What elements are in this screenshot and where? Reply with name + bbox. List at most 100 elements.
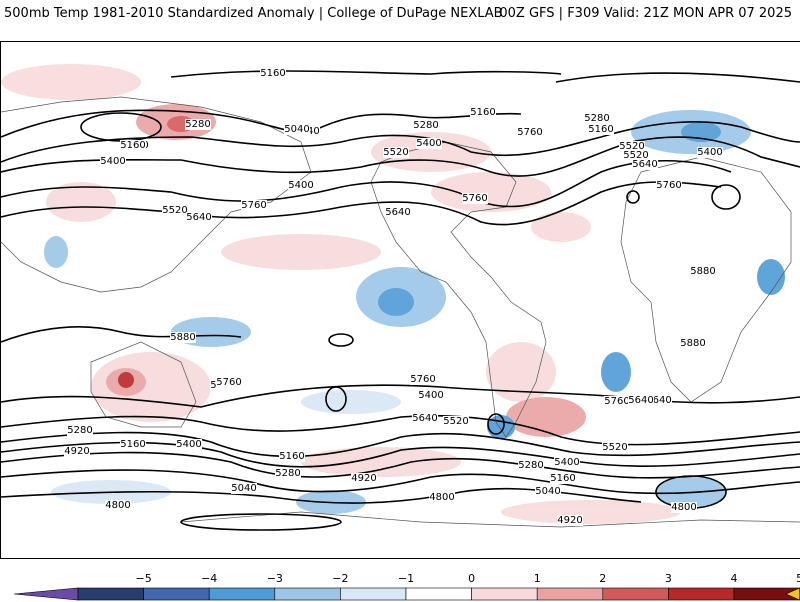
contour-label-bg <box>64 446 90 457</box>
contour-label-bg <box>120 140 146 151</box>
colorbar-tick-label: −4 <box>201 572 218 585</box>
contour-label: 5400 <box>418 390 443 401</box>
contour-label-bg <box>105 500 131 511</box>
colorbar: −5 −4 −3 −2 −1 0 1 2 3 4 5 <box>0 572 800 601</box>
contour-label: 5160 <box>260 68 285 79</box>
contour-label-bg <box>416 138 442 149</box>
contour-label: 5640 <box>385 207 410 218</box>
contour-label-bg <box>385 207 411 218</box>
colorbar-tick-label: −2 <box>332 572 349 585</box>
contour-label-bg <box>67 425 93 436</box>
contour-label-bg <box>185 119 211 130</box>
colorbar-tick-label: 2 <box>599 572 607 585</box>
contour-label: 5400 <box>100 156 125 167</box>
contour-label-bg <box>557 515 583 526</box>
contour-label-bg <box>284 124 310 135</box>
contour-label: 5640 <box>646 395 671 406</box>
contour-label: 5280 <box>275 468 300 479</box>
contour-label-bg <box>443 416 469 427</box>
contour-label-bg <box>554 457 580 468</box>
contour-label: 5760 <box>410 374 435 385</box>
contour-label-bg <box>241 200 267 211</box>
contour-label-bg <box>623 150 649 161</box>
contour-label-bg <box>697 147 723 158</box>
contour-label-bg <box>602 442 628 453</box>
contour-label: 5880 <box>170 332 195 343</box>
colorbar-segment <box>208 587 276 601</box>
colorbar-segment <box>340 587 407 601</box>
contour-label: 4920 <box>351 473 376 484</box>
contour-label: 5760 <box>604 396 629 407</box>
colorbar-tick-label: 0 <box>468 572 476 585</box>
contour-label-bg <box>680 338 706 349</box>
colorbar-segment <box>274 587 341 601</box>
contour-label: 5400 <box>697 147 722 158</box>
colorbar-tick-label: 1 <box>533 572 541 585</box>
contour-label-bg <box>550 473 576 484</box>
contour-label-bg <box>413 120 439 131</box>
contour-label: 5160 <box>120 439 145 450</box>
colorbar-segment <box>536 587 604 601</box>
colorbar-segment <box>471 587 538 601</box>
contour-label: 5760 <box>216 377 241 388</box>
contour-label: 5640 <box>412 413 437 424</box>
contour-label: 5760 <box>517 127 542 138</box>
header: 500mb Temp 1981-2010 Standardized Anomal… <box>0 0 800 30</box>
contour-label-bg <box>632 159 658 170</box>
contour-label: 5040 <box>284 124 309 135</box>
contour-label: 4800 <box>671 502 696 513</box>
contour-label: 5760 <box>462 193 487 204</box>
contour-label-bg <box>288 180 314 191</box>
contour-label-bg <box>279 451 305 462</box>
contour-label: 5760 <box>656 180 681 191</box>
contour-label: 5400 <box>176 439 201 450</box>
colorbar-tick-label: −1 <box>397 572 415 585</box>
colorbar-segment <box>602 587 669 601</box>
contour-label-bg <box>410 374 436 385</box>
contour-label-bg <box>517 127 543 138</box>
colorbar-segment <box>77 587 144 601</box>
contour-label-bg <box>162 205 188 216</box>
contour-label-bg <box>120 439 146 450</box>
map-title: 500mb Temp 1981-2010 Standardized Anomal… <box>4 6 503 21</box>
contour-label-bg <box>535 486 561 497</box>
contour-label: 5160 <box>279 451 304 462</box>
contour-label: 5400 <box>416 138 441 149</box>
contour-label: 5640 <box>632 159 657 170</box>
colorbar-tick-label: −5 <box>135 572 152 585</box>
colorbar-segment <box>405 587 472 601</box>
contour-label: 4800 <box>429 492 454 503</box>
contour-label-bg <box>604 396 630 407</box>
contour-label: 5520 <box>383 147 408 158</box>
contour-label-bg <box>170 332 196 343</box>
contour-label-bg <box>518 460 544 471</box>
contour-label-bg <box>588 124 614 135</box>
contour-label-bg <box>470 107 496 118</box>
contour-label-bg <box>418 390 444 401</box>
contour-label: 5880 <box>690 266 715 277</box>
contour-label-bg <box>412 413 438 424</box>
contour-label: 4920 <box>557 515 582 526</box>
contour-label-bg <box>584 113 610 124</box>
contour-label-bg <box>351 473 377 484</box>
contour-label: 5520 <box>623 150 648 161</box>
contour-label-bg <box>646 395 672 406</box>
contour-label-bg <box>690 266 716 277</box>
colorbar-tick-label: 4 <box>730 572 738 585</box>
contour-label-bg <box>429 492 455 503</box>
contour-labels: 5160528050405280516055205400516054005520… <box>64 68 723 526</box>
contour-label: 5520 <box>162 205 187 216</box>
contour-label: 4920 <box>64 446 89 457</box>
contour-label-bg <box>383 147 409 158</box>
anomaly-shading <box>1 64 785 524</box>
contour-label: 5160 <box>470 107 495 118</box>
colorbar-tick-label: −3 <box>266 572 283 585</box>
contour-label-bg <box>100 156 126 167</box>
contour-label: 5520 <box>619 141 644 152</box>
anomaly-map: 5160528050405280516055205400516054005520… <box>1 64 800 531</box>
contour-label: 5760 <box>241 200 266 211</box>
contour-label-bg <box>656 180 682 191</box>
contour-label: 5640 <box>628 395 653 406</box>
contour-label: 5040 <box>535 486 560 497</box>
contour-label: 5160 <box>120 140 145 151</box>
